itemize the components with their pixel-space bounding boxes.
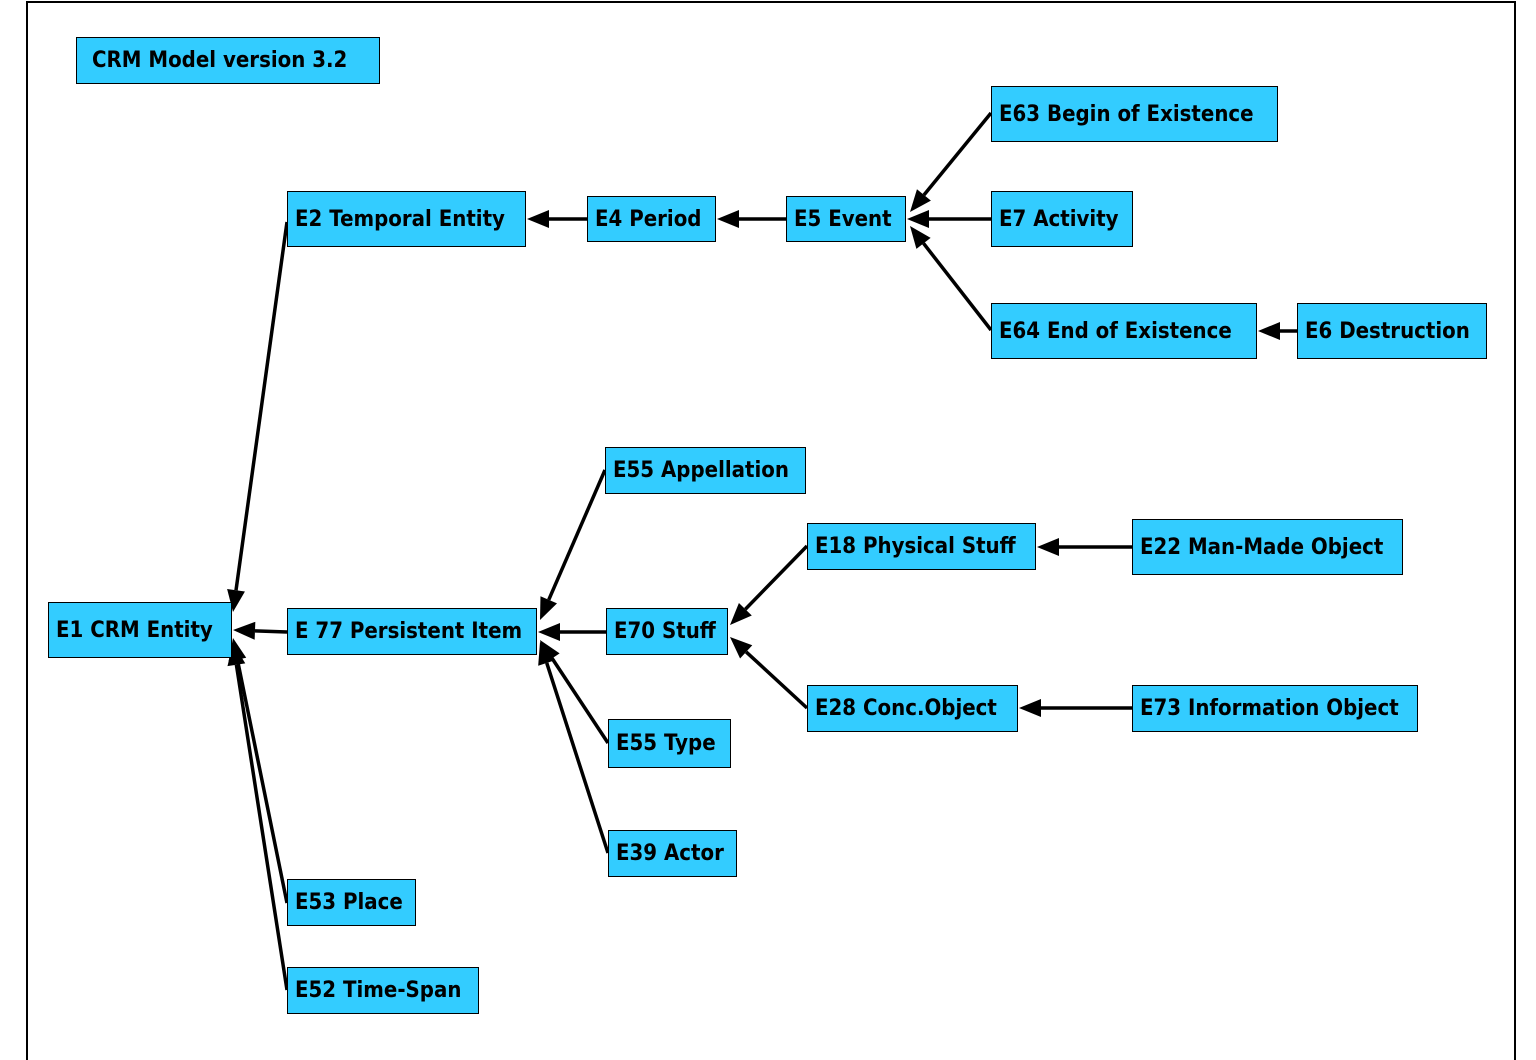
arrowhead-icon [730, 637, 753, 659]
class-node-label: E 77 Persistent Item [295, 619, 523, 644]
edge-line [744, 650, 809, 710]
edge-line [550, 657, 610, 744]
edge-e73-to-e28 [1019, 699, 1132, 717]
edge-e7-to-e5 [907, 210, 991, 228]
class-node-e77: E 77 Persistent Item [287, 608, 537, 655]
edge-line [922, 111, 993, 197]
arrowhead-icon [910, 226, 931, 249]
edge-line [235, 659, 289, 904]
edge-e70-to-e77 [538, 623, 606, 641]
class-node-label: E18 Physical Stuff [815, 534, 1016, 559]
class-node-e28: E28 Conc.Object [807, 685, 1018, 732]
class-node-label: E2 Temporal Entity [295, 206, 505, 232]
arrowhead-icon [538, 623, 560, 641]
class-node-e52: E52 Time-Span [287, 967, 479, 1014]
class-node-label: E39 Actor [616, 841, 724, 866]
arrowhead-icon [233, 621, 256, 640]
class-node-e4: E4 Period [587, 196, 716, 242]
class-node-label: E28 Conc.Object [815, 696, 997, 721]
edge-e77-to-e1 [233, 621, 288, 640]
class-node-e73: E73 Information Object [1132, 685, 1418, 732]
arrowhead-icon [910, 189, 931, 212]
class-node-e55a: E55 Appellation [605, 447, 806, 494]
class-node-label: E73 Information Object [1140, 696, 1399, 721]
class-node-label: E53 Place [295, 890, 403, 915]
arrowhead-icon [717, 210, 739, 228]
edge-line [547, 469, 607, 601]
arrowhead-icon [1019, 699, 1041, 717]
class-node-label: E64 End of Existence [999, 318, 1232, 344]
class-node-e70: E70 Stuff [606, 608, 728, 655]
edge-e64-to-e5 [910, 226, 993, 332]
class-node-e64: E64 End of Existence [991, 303, 1257, 359]
edge-e39-to-e77 [538, 642, 610, 854]
class-node-label: E70 Stuff [614, 619, 716, 644]
class-node-e1: E1 CRM Entity [48, 602, 232, 658]
class-node-label: E22 Man-Made Object [1140, 534, 1384, 560]
class-node-e53: E53 Place [287, 879, 416, 926]
edge-line [254, 629, 288, 634]
arrowhead-icon [540, 596, 558, 620]
edge-e18-to-e70 [730, 544, 809, 625]
class-node-label: E4 Period [595, 206, 702, 232]
edge-e55a-to-e77 [540, 469, 607, 620]
class-node-label: E55 Appellation [613, 458, 789, 483]
class-node-e22: E22 Man-Made Object [1132, 519, 1403, 575]
arrowhead-icon [538, 642, 556, 666]
model-title-box: CRM Model version 3.2 [76, 37, 380, 84]
edge-e4-to-e2 [527, 210, 587, 228]
arrowhead-icon [1037, 538, 1059, 556]
edge-e2-to-e1 [227, 221, 289, 612]
class-node-label: E7 Activity [999, 206, 1119, 232]
class-node-label: E63 Begin of Existence [999, 101, 1254, 127]
class-node-e18: E18 Physical Stuff [807, 523, 1036, 570]
class-node-label: E5 Event [794, 206, 892, 232]
class-node-e7: E7 Activity [991, 191, 1133, 247]
edge-e28-to-e70 [730, 637, 809, 710]
class-node-e6: E6 Destruction [1297, 303, 1487, 359]
class-node-e5: E5 Event [786, 196, 906, 242]
class-node-label: E1 CRM Entity [56, 617, 213, 643]
edge-line [234, 221, 289, 591]
class-node-e55t: E55 Type [608, 719, 731, 768]
diagram-frame [26, 1, 1516, 1060]
edge-e5-to-e4 [717, 210, 786, 228]
edge-e52-to-e1 [227, 643, 289, 991]
class-node-e63: E63 Begin of Existence [991, 86, 1278, 142]
edge-e6-to-e64 [1258, 322, 1297, 340]
edge-line [545, 662, 610, 854]
class-node-label: E52 Time-Span [295, 978, 462, 1003]
class-node-e2: E2 Temporal Entity [287, 191, 526, 247]
arrowhead-icon [907, 210, 929, 228]
arrowhead-icon [527, 210, 549, 228]
edge-line [744, 544, 809, 611]
arrowhead-icon [1258, 322, 1280, 340]
class-node-label: E6 Destruction [1305, 318, 1470, 344]
edge-e22-to-e18 [1037, 538, 1132, 556]
class-node-e39: E39 Actor [608, 830, 737, 877]
class-node-label: E55 Type [616, 731, 716, 756]
model-title: CRM Model version 3.2 [92, 48, 348, 73]
edge-line [234, 664, 289, 991]
arrowhead-icon [730, 602, 752, 625]
edge-line [922, 242, 993, 332]
edge-e63-to-e5 [910, 111, 993, 212]
